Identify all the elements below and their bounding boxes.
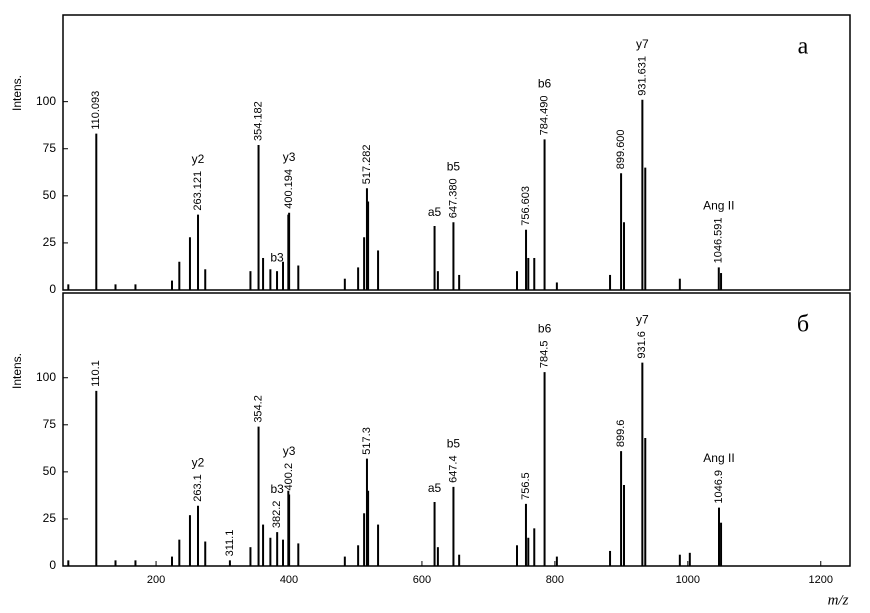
plot-frame (62, 292, 851, 567)
peak-mz-label: 756.5 (520, 472, 532, 500)
peak-mz-label: 931.631 (636, 56, 648, 96)
peak-mz-label: 400.194 (283, 169, 295, 209)
x-tick-label: 200 (147, 574, 165, 586)
y-tick-label: 75 (43, 417, 57, 431)
ion-label: b6 (538, 77, 552, 91)
peak-mz-label: 784.490 (538, 96, 550, 136)
peak-mz-label: 354.2 (252, 395, 264, 423)
x-tick-label: 800 (546, 574, 564, 586)
y-tick-label: 75 (43, 141, 57, 155)
x-tick-label: 400 (280, 574, 298, 586)
ion-label: b5 (447, 160, 461, 174)
ion-label: b6 (538, 322, 552, 336)
peak-mz-label: 263.121 (192, 171, 204, 211)
peak-mz-label: 517.3 (361, 427, 373, 455)
peak-mz-label: 382.2 (271, 501, 283, 529)
ion-label: y2 (192, 152, 205, 166)
peak-mz-label: 899.6 (615, 420, 627, 448)
ion-label: b5 (447, 437, 461, 451)
y-tick-label: 0 (49, 282, 56, 296)
ion-label: Ang II (703, 199, 734, 213)
y-tick-label: 25 (43, 235, 57, 249)
peak-mz-label: 110.1 (90, 360, 102, 387)
ion-label: y7 (636, 37, 649, 51)
peak-mz-label: 354.182 (252, 101, 264, 141)
panel-label: б (797, 312, 809, 338)
peak-mz-label: 110.093 (90, 91, 102, 130)
y-tick-label: 50 (43, 464, 57, 478)
plot-frame (62, 14, 851, 291)
ion-label: b3 (270, 250, 284, 264)
y-tick-label: 25 (43, 511, 57, 525)
ion-label: y3 (283, 150, 296, 164)
x-tick-label: 600 (413, 574, 431, 586)
ion-label: a5 (428, 481, 442, 495)
peak-mz-label: 647.4 (447, 455, 459, 483)
x-tick-label: 1200 (809, 574, 833, 586)
y-tick-label: 50 (43, 188, 57, 202)
y-axis-label: Intens. (10, 75, 24, 111)
x-tick-label: 1000 (676, 574, 700, 586)
peak-mz-label: 784.5 (538, 341, 550, 369)
peak-mz-label: 1046.591 (713, 218, 725, 264)
y-tick-label: 100 (36, 94, 56, 108)
y-tick-label: 100 (36, 370, 56, 384)
ion-label: Ang II (703, 451, 734, 465)
panel-label: а (798, 34, 809, 60)
peak-mz-label: 756.603 (520, 186, 532, 226)
peak-mz-label: 647.380 (447, 178, 459, 218)
peak-mz-label: 899.600 (615, 129, 627, 169)
peak-mz-label: 1046.9 (713, 470, 725, 504)
x-axis-label: m/z (828, 592, 849, 608)
ion-label: b3 (270, 482, 284, 496)
peak-mz-label: 400.2 (283, 463, 295, 491)
ion-label: y3 (283, 444, 296, 458)
peak-mz-label: 263.1 (192, 474, 204, 502)
y-axis-label: Intens. (10, 353, 24, 389)
ion-label: y2 (192, 455, 205, 469)
ion-label: y7 (636, 312, 649, 326)
y-tick-label: 0 (49, 558, 56, 572)
peak-mz-label: 931.6 (636, 331, 648, 359)
peak-mz-label: 311.1 (224, 530, 236, 557)
peak-mz-label: 517.282 (361, 145, 373, 185)
ion-label: a5 (428, 205, 442, 219)
